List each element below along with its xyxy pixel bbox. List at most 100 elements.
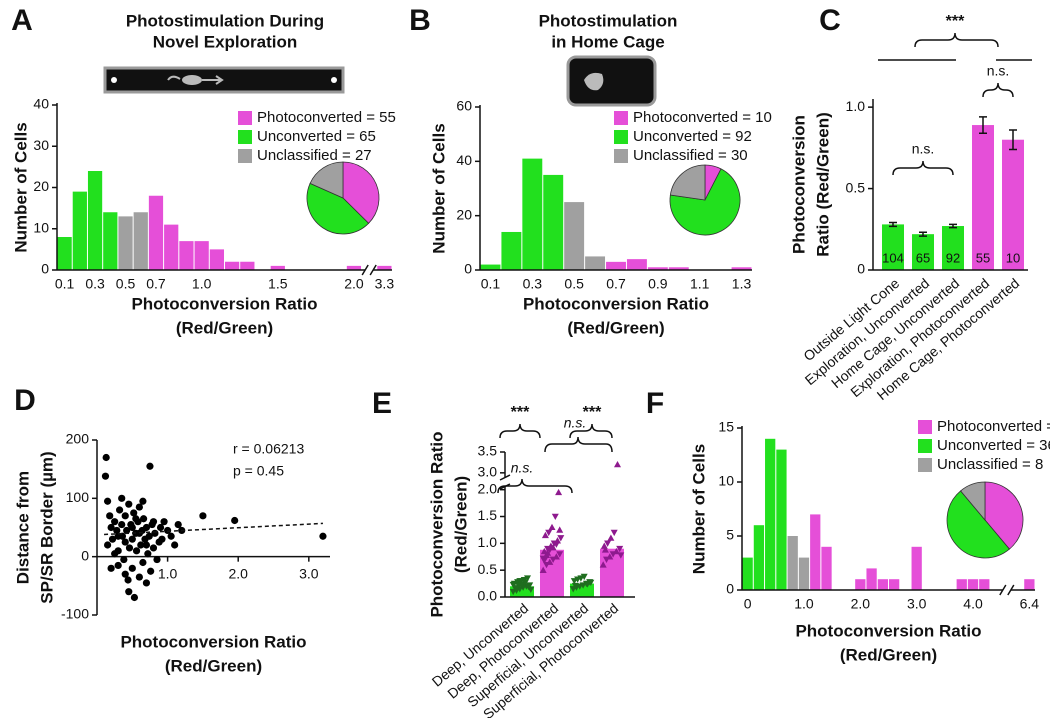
data-point <box>114 532 122 540</box>
data-point <box>108 535 117 543</box>
panel-letter: B <box>409 4 431 37</box>
bar <box>911 546 922 590</box>
bar <box>225 261 240 270</box>
bar <box>133 212 148 270</box>
y-tick-label: 20 <box>33 178 49 194</box>
y-tick-label: 0 <box>41 261 49 277</box>
x-tick-label: Superficial, Unconverted <box>464 600 591 710</box>
data-point <box>137 541 145 549</box>
data-point <box>548 523 556 531</box>
pie-slice <box>669 164 706 201</box>
x-tick-label: 0.3 <box>85 276 105 292</box>
y-axis-title: (Red/Green) <box>451 476 470 573</box>
bracket <box>497 478 573 494</box>
y-axis-title: SP/SR Border (µm) <box>37 451 56 603</box>
data-point <box>525 584 533 591</box>
panel-letter: E <box>372 387 392 420</box>
data-point <box>541 531 549 539</box>
legend-label: Unconverted = 65 <box>257 128 376 145</box>
bar <box>543 174 564 270</box>
bar <box>776 449 787 590</box>
data-point <box>151 529 159 537</box>
data-point <box>113 526 121 535</box>
data-point <box>125 588 133 596</box>
data-point <box>121 538 129 546</box>
data-point <box>546 558 554 565</box>
bar <box>194 241 209 270</box>
annotation: *** <box>583 404 602 421</box>
bar <box>972 125 994 270</box>
data-point <box>146 462 154 470</box>
x-tick-label: 1.5 <box>268 276 288 292</box>
data-point <box>140 515 148 523</box>
annotation: p = 0.45 <box>233 463 284 479</box>
data-point <box>606 553 614 560</box>
data-point <box>118 494 126 502</box>
data-point <box>551 513 559 521</box>
data-point <box>128 523 136 532</box>
count-label: 55 <box>976 250 990 265</box>
x-tick-label: 0.5 <box>564 276 584 292</box>
y-tick-label: 2.0 <box>478 480 498 496</box>
y-tick-label: 15 <box>718 419 734 435</box>
legend-label: Unclassified = 8 <box>937 456 1043 473</box>
data-point <box>142 579 151 587</box>
bar <box>346 265 362 270</box>
bar <box>753 525 765 590</box>
data-point <box>101 472 110 480</box>
data-point <box>556 551 564 558</box>
bar <box>501 231 522 270</box>
annotation: n.s. <box>564 415 587 431</box>
bar <box>270 265 285 270</box>
bar <box>626 259 647 270</box>
count-label: 10 <box>1006 250 1020 265</box>
data-point <box>135 573 143 581</box>
data-point <box>557 535 565 542</box>
y-tick-label: 0.5 <box>478 561 498 577</box>
bar <box>967 579 979 590</box>
data-point <box>149 544 158 552</box>
legend-label: Unclassified = 27 <box>257 147 372 164</box>
data-point <box>142 541 151 549</box>
data-point <box>135 503 143 511</box>
data-point <box>149 518 158 526</box>
count-label: 65 <box>916 250 930 265</box>
x-tick-label: 0.1 <box>481 276 501 292</box>
data-point <box>160 518 168 526</box>
bar <box>1024 579 1035 590</box>
data-point <box>516 578 524 585</box>
data-point <box>521 579 529 587</box>
x-tick-label: 1.0 <box>192 276 212 292</box>
data-point <box>601 546 609 553</box>
data-point <box>114 561 122 570</box>
legend-swatch <box>918 420 932 434</box>
bar <box>164 224 179 270</box>
y-tick-label: 5 <box>726 527 734 543</box>
chart-title: Novel Exploration <box>153 32 298 51</box>
axis-break-gap <box>1002 585 1011 595</box>
data-point <box>174 520 182 529</box>
data-point <box>121 570 129 578</box>
data-point <box>153 555 161 564</box>
data-point <box>319 532 327 540</box>
y-tick-label: 60 <box>456 98 472 114</box>
bar <box>821 546 832 590</box>
x-tick-label: 3.0 <box>299 565 319 581</box>
bar <box>787 536 798 590</box>
data-point <box>102 453 110 462</box>
panel-letter: F <box>646 387 664 420</box>
x-tick-label: 2.0 <box>344 276 364 292</box>
data-point <box>124 576 132 584</box>
bar <box>647 267 668 270</box>
data-point <box>128 564 136 572</box>
y-tick-label: 10 <box>33 219 49 235</box>
bar <box>912 234 934 270</box>
legend-swatch <box>238 111 252 125</box>
data-point <box>118 520 126 529</box>
error-bar <box>1009 129 1017 151</box>
data-point <box>509 581 517 589</box>
annotation: r = 0.06213 <box>233 441 304 457</box>
data-point <box>604 540 612 547</box>
y-tick-label: 40 <box>456 152 472 168</box>
